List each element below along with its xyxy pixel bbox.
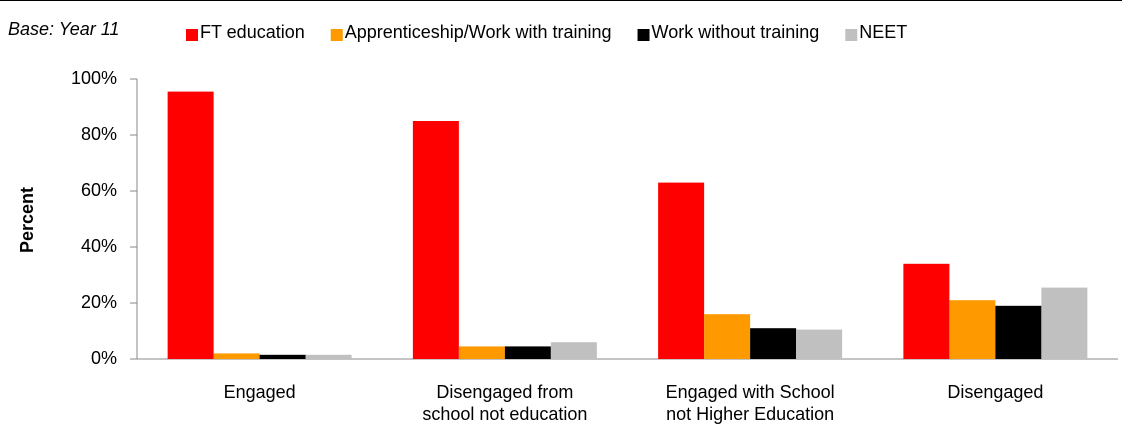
- x-tick-label: Disengaged from school not education: [422, 382, 588, 424]
- bar: [796, 329, 843, 359]
- y-tick-label: 0%: [91, 348, 117, 368]
- bar: [259, 354, 306, 359]
- legend-label: FT education: [200, 22, 305, 42]
- legend-marker: [330, 29, 343, 41]
- bar: [658, 182, 705, 359]
- bar: [704, 314, 751, 359]
- legend-marker: [845, 29, 858, 41]
- y-tick-label: 100%: [71, 68, 117, 88]
- bar: [458, 346, 505, 359]
- subtitle: Base: Year 11: [8, 19, 119, 39]
- bar: [949, 300, 996, 359]
- bar: [213, 353, 260, 359]
- y-tick-label: 40%: [81, 236, 117, 256]
- legend-label: Work without training: [652, 22, 820, 42]
- y-tick-label: 80%: [81, 124, 117, 144]
- legend-marker: [186, 29, 198, 41]
- legend-label: Apprenticeship/Work with training: [345, 22, 612, 42]
- x-tick-label: Disengaged: [947, 382, 1044, 402]
- legend-label: NEET: [859, 22, 907, 42]
- bar: [412, 121, 459, 359]
- x-tick-label: Engaged with School not Higher Education: [665, 382, 835, 424]
- bar: [1041, 287, 1088, 359]
- y-tick-label: 20%: [81, 292, 117, 312]
- x-tick-label: Engaged: [223, 382, 296, 402]
- bar: [504, 346, 551, 359]
- bar: [903, 263, 950, 359]
- legend-marker: [637, 29, 650, 41]
- y-axis-label: Percent: [17, 187, 37, 253]
- bar: [305, 354, 352, 359]
- bar: [995, 305, 1042, 359]
- bar: [750, 328, 797, 359]
- y-tick-label: 60%: [81, 180, 117, 200]
- bar: [550, 342, 597, 359]
- bar: [167, 91, 214, 359]
